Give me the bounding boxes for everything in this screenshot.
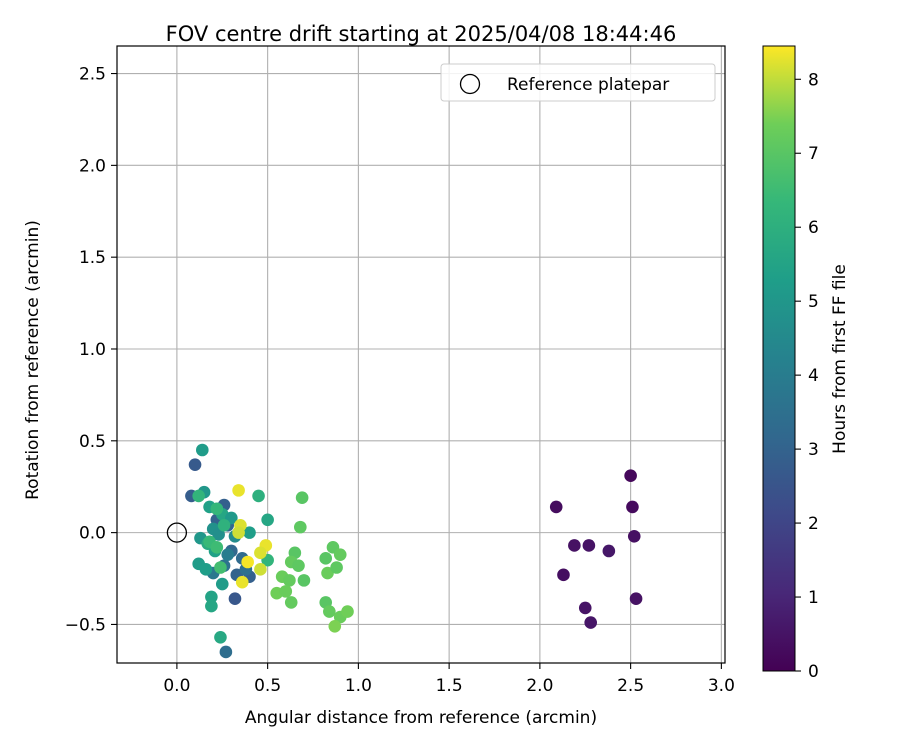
legend-entry-reference: Reference platepar	[507, 75, 669, 95]
data-point	[196, 443, 209, 457]
data-point	[629, 592, 643, 606]
x-tick-label: 1.5	[436, 676, 463, 696]
x-tick-label: 2.0	[526, 676, 553, 696]
legend: Reference platepar	[440, 63, 716, 102]
data-point	[330, 561, 343, 574]
data-point	[232, 526, 245, 539]
x-axis-label: Angular distance from reference (arcmin)	[245, 708, 597, 728]
y-tick-label: 2.5	[79, 65, 106, 85]
x-tick-label: 2.5	[617, 676, 644, 696]
data-point	[241, 555, 254, 569]
data-point	[549, 500, 563, 514]
data-point	[297, 574, 311, 587]
chart-title: FOV centre drift starting at 2025/04/08 …	[166, 22, 677, 46]
colorbar-tick-label: 5	[808, 292, 819, 312]
data-point	[210, 541, 224, 554]
colorbar-ticks: 0 1 2 3 4 5 6 7 8	[795, 70, 819, 682]
data-point	[627, 529, 641, 543]
y-tick-label: −0.5	[65, 615, 106, 635]
colorbar-tick-label: 4	[808, 366, 819, 386]
data-point	[254, 546, 267, 560]
data-point	[228, 592, 242, 606]
data-point	[557, 568, 570, 582]
data-point	[279, 585, 293, 598]
legend-box	[440, 63, 716, 102]
data-point	[243, 526, 256, 539]
data-point	[333, 548, 347, 561]
data-point	[219, 645, 233, 659]
x-axis-ticks: 0.0 0.5 1.0 1.5 2.0 2.5 3.0	[163, 663, 735, 696]
data-point	[602, 544, 616, 558]
y-axis-label: Rotation from reference (arcmin)	[23, 220, 43, 500]
y-axis-ticks: −0.5 0.0 0.5 1.0 1.5 2.0 2.5	[65, 65, 117, 635]
data-point	[192, 489, 205, 503]
data-point	[284, 596, 298, 609]
data-point	[294, 520, 307, 534]
legend-marker-icon	[459, 73, 481, 95]
data-point	[205, 599, 218, 613]
y-tick-label: 1.5	[79, 248, 106, 268]
colorbar-tick-label: 2	[808, 514, 819, 534]
reference-platepar-marker	[166, 522, 188, 543]
data-point	[210, 502, 224, 516]
data-point	[252, 489, 265, 503]
data-point	[292, 559, 305, 572]
data-point	[199, 563, 213, 576]
data-point	[295, 491, 309, 505]
colorbar-tick-label: 6	[808, 218, 819, 238]
data-points	[185, 443, 643, 659]
y-tick-label: 1.0	[79, 340, 106, 360]
data-point	[221, 548, 235, 561]
data-point	[323, 605, 336, 618]
x-tick-label: 0.0	[163, 676, 190, 696]
y-tick-label: 0.5	[79, 432, 106, 452]
data-point	[341, 605, 354, 618]
data-point	[254, 563, 267, 576]
colorbar-tick-label: 8	[808, 70, 819, 90]
colorbar-label: Hours from first FF file	[830, 264, 850, 454]
data-point	[214, 561, 227, 574]
colorbar-gradient	[762, 45, 796, 672]
data-point	[205, 590, 218, 604]
data-point	[212, 528, 225, 541]
data-point	[188, 458, 202, 471]
plot-frame	[116, 45, 726, 664]
data-point	[232, 484, 245, 497]
data-point	[568, 539, 581, 552]
data-point	[328, 619, 342, 633]
x-tick-label: 3.0	[708, 676, 735, 696]
colorbar-tick-label: 1	[808, 588, 819, 608]
data-point	[217, 518, 231, 532]
data-point	[321, 566, 334, 580]
x-tick-label: 0.5	[254, 676, 281, 696]
data-point	[283, 574, 296, 587]
colorbar: 0 1 2 3 4 5 6 7 8 Hours from first FF file	[762, 45, 850, 682]
y-tick-label: 2.0	[79, 156, 106, 176]
data-point	[214, 630, 227, 644]
data-point	[578, 601, 592, 615]
data-point	[319, 552, 333, 565]
colorbar-tick-label: 3	[808, 440, 819, 460]
colorbar-tick-label: 0	[808, 662, 819, 682]
data-point	[624, 469, 637, 482]
colorbar-tick-label: 7	[808, 144, 819, 164]
data-point	[261, 513, 274, 527]
y-tick-label: 0.0	[79, 524, 106, 544]
data-point	[215, 577, 229, 591]
data-point	[584, 616, 597, 629]
x-tick-label: 1.0	[345, 676, 372, 696]
data-point	[235, 575, 249, 589]
data-point	[626, 500, 639, 514]
data-point	[582, 539, 596, 552]
